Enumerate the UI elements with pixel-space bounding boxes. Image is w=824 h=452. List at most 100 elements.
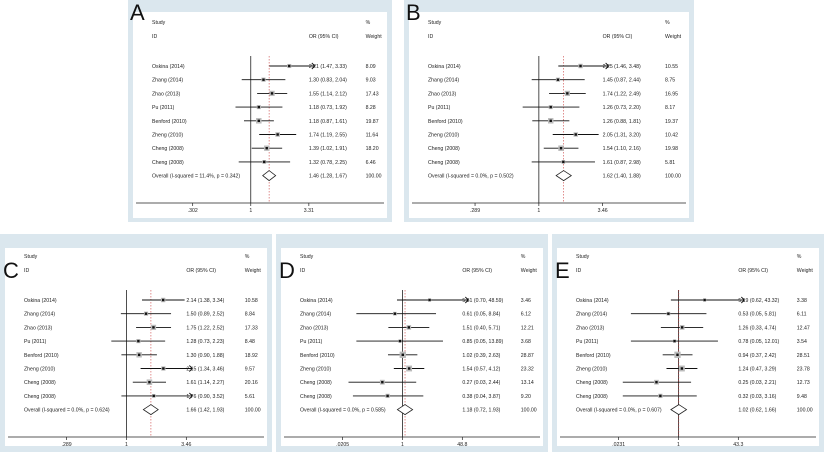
point-estimate [263, 160, 266, 164]
point-estimate [270, 92, 274, 95]
point-estimate [398, 339, 402, 343]
study-name: Oskina (2014) [428, 64, 461, 70]
study-or-ci: 1.54 (0.57, 4.12) [462, 367, 500, 373]
point-estimate [673, 339, 676, 343]
point-estimate [162, 367, 165, 370]
study-name: Zhao (2013) [24, 325, 53, 331]
study-name: Pu (2011) [24, 339, 47, 345]
study-row: Pu (2011) 0.85 (0.05, 13.89) 3.68 [300, 339, 531, 345]
forest-plot-svg: Study ID OR (95% CI)% Weight Oskina (2014) 2.… [409, 12, 689, 218]
study-or-ci: 1.18 (0.87, 1.61) [309, 119, 347, 125]
x-tick-label: 1 [401, 442, 404, 448]
study-weight: 9.20 [521, 394, 531, 400]
study-row: Cheng (2008) 1.61 (0.87, 2.98) 5.81 [428, 160, 675, 166]
study-weight: 3.68 [521, 339, 531, 345]
study-name: Cheng (2008) [300, 394, 332, 400]
study-weight: 10.42 [665, 133, 678, 139]
study-row: Zhao (2013) 1.51 (0.40, 5.71) 12.21 [300, 325, 534, 331]
study-or-ci: 1.45 (0.87, 2.44) [603, 78, 641, 84]
point-estimate [579, 64, 582, 68]
study-row: Benford (2010) 1.18 (0.87, 1.61) 19.87 [152, 118, 379, 125]
plot-background [281, 248, 543, 446]
study-row: Pu (2011) 0.78 (0.05, 12.01) 3.54 [576, 339, 807, 345]
header-study: Study [24, 254, 38, 260]
study-row: Zheng (2010) 2.05 (1.31, 3.20) 10.42 [428, 132, 678, 139]
header-study: Study [428, 20, 442, 26]
study-row: Benford (2010) 1.26 (0.88, 1.81) 19.37 [428, 118, 678, 125]
study-weight: 10.55 [665, 64, 678, 70]
overall-label: Overall (I-squared = 0.0%, p = 0.607) [576, 408, 662, 414]
study-weight: 12.73 [797, 380, 810, 386]
forest-plot-svg: Study ID OR (95% CI)% Weight Oskina (2014) 2.… [5, 248, 267, 448]
overall-weight: 100.00 [665, 174, 681, 180]
x-tick-label: 1 [249, 208, 252, 214]
ci-arrow [605, 62, 610, 70]
point-estimate [257, 105, 260, 109]
study-name: Zhao (2013) [152, 91, 181, 97]
study-row: Cheng (2008) 1.61 (1.14, 2.27) 20.16 [24, 379, 258, 386]
study-row: Cheng (2008) 1.76 (0.90, 3.52) 5.61 [24, 392, 255, 400]
x-tick-label: 1 [125, 442, 128, 448]
header-weight: Weight [521, 268, 538, 274]
overall-label: Overall (I-squared = 0.0%, p = 0.502) [428, 174, 514, 180]
point-estimate [137, 353, 141, 356]
panel-label: A [130, 0, 145, 25]
panel-label: C [3, 258, 19, 283]
study-or-ci: 1.76 (0.90, 3.52) [186, 394, 224, 400]
study-or-ci: 1.54 (1.10, 2.16) [603, 146, 641, 152]
point-estimate [703, 298, 706, 302]
study-weight: 8.17 [665, 105, 675, 111]
x-tick-label: 1 [537, 208, 540, 214]
point-estimate [257, 119, 260, 122]
study-row: Cheng (2008) 1.54 (1.10, 2.16) 19.98 [428, 145, 678, 152]
study-name: Cheng (2008) [152, 160, 184, 166]
header-weight: Weight [797, 268, 814, 274]
point-estimate [407, 326, 411, 329]
study-or-ci: 0.61 (0.05, 8.84) [462, 312, 500, 318]
header-weight: Weight [245, 268, 262, 274]
header-id: ID [300, 268, 305, 274]
study-or-ci: 1.61 (1.14, 2.27) [186, 380, 224, 386]
study-or-ci: 0.94 (0.37, 2.42) [738, 353, 776, 359]
study-row: Zhao (2013) 1.26 (0.33, 4.74) 12.47 [576, 325, 810, 331]
study-weight: 12.47 [797, 325, 810, 331]
study-weight: 16.95 [665, 91, 678, 97]
point-estimate [680, 326, 684, 329]
x-tick-label: .0231 [612, 442, 625, 448]
point-estimate [562, 160, 565, 164]
study-or-ci: 2.05 (1.31, 3.20) [603, 133, 641, 139]
header-percent: % [245, 254, 250, 260]
overall-diamond [396, 404, 414, 416]
study-name: Oskina (2014) [24, 298, 57, 304]
study-weight: 13.14 [521, 380, 534, 386]
study-weight: 8.84 [245, 312, 255, 318]
study-row: Zhao (2013) 1.55 (1.14, 2.12) 17.43 [152, 90, 379, 97]
overall-diamond [670, 404, 688, 416]
study-weight: 17.33 [245, 325, 258, 331]
study-row: Zhang (2014) 0.53 (0.05, 5.81) 6.11 [576, 312, 807, 318]
study-or-ci: 1.28 (0.73, 2.23) [186, 339, 224, 345]
study-weight: 8.09 [366, 64, 376, 70]
forest-plot-c: Study ID OR (95% CI)% Weight Oskina (2014) 2.… [0, 234, 272, 452]
study-name: Benford (2010) [300, 353, 335, 359]
point-estimate [659, 394, 662, 398]
overall-diamond [555, 170, 573, 182]
header-or: OR (95% CI) [462, 268, 492, 274]
study-row: Benford (2010) 1.02 (0.39, 2.63) 28.87 [300, 351, 534, 359]
study-or-ci: 0.78 (0.05, 12.01) [738, 339, 779, 345]
study-name: Pu (2011) [152, 105, 175, 111]
study-row: Zhao (2013) 1.74 (1.22, 2.49) 16.95 [428, 90, 678, 97]
study-row: Zhang (2014) 0.61 (0.05, 8.84) 6.12 [300, 312, 531, 318]
study-name: Zhao (2013) [300, 325, 329, 331]
x-tick-label: 48.8 [457, 442, 467, 448]
study-weight: 19.87 [366, 119, 379, 125]
overall-weight: 100.00 [797, 408, 813, 414]
study-or-ci: 1.74 (1.22, 2.49) [603, 91, 641, 97]
study-weight: 6.11 [797, 312, 807, 318]
overall-or-ci: 1.46 (1.28, 1.67) [309, 174, 347, 180]
point-estimate [676, 353, 679, 356]
study-or-ci: 5.19 (0.62, 43.32) [738, 298, 779, 304]
point-estimate [428, 298, 431, 302]
study-name: Cheng (2008) [428, 146, 460, 152]
study-row: Oskina (2014) 5.19 (0.62, 43.32) 3.38 [576, 296, 807, 304]
